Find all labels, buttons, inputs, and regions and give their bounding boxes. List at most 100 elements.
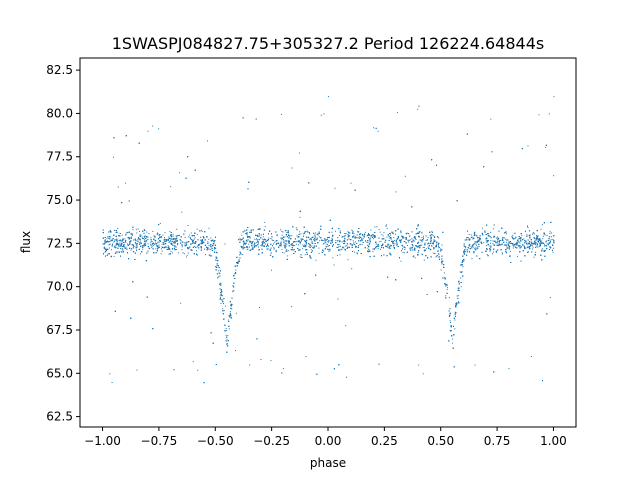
data-point — [205, 254, 206, 256]
data-point — [262, 243, 264, 245]
data-point — [281, 231, 283, 232]
data-point — [497, 242, 499, 244]
data-point — [436, 250, 438, 252]
data-point — [119, 241, 121, 243]
data-point — [374, 226, 376, 228]
data-point — [527, 145, 529, 147]
data-point — [229, 314, 231, 316]
data-point — [431, 230, 433, 232]
data-point — [226, 329, 228, 331]
data-point — [481, 243, 483, 244]
data-point — [263, 239, 264, 241]
data-point — [315, 259, 317, 261]
data-point — [503, 241, 505, 243]
data-point — [271, 269, 272, 271]
data-point — [423, 250, 425, 252]
data-point — [316, 233, 318, 235]
data-point — [143, 238, 145, 240]
data-point — [208, 238, 210, 240]
data-point — [460, 264, 461, 266]
data-point — [273, 243, 275, 245]
data-point — [512, 247, 514, 249]
data-point — [168, 253, 170, 255]
data-point — [159, 222, 161, 224]
data-point — [552, 244, 554, 246]
data-point — [392, 233, 394, 234]
data-point — [351, 268, 353, 270]
data-point — [346, 376, 347, 378]
data-point — [483, 242, 485, 244]
data-point — [293, 249, 295, 251]
data-point — [318, 247, 320, 249]
data-point — [240, 245, 242, 247]
data-point — [507, 239, 509, 241]
data-point — [249, 240, 251, 242]
data-point — [246, 234, 248, 236]
data-point — [323, 243, 325, 245]
data-point — [541, 240, 543, 242]
data-point — [121, 248, 123, 250]
data-point — [386, 227, 388, 229]
data-point — [309, 243, 311, 245]
data-point — [389, 247, 391, 249]
data-point — [497, 236, 499, 238]
data-point — [143, 228, 145, 230]
data-point — [108, 244, 110, 246]
data-point — [519, 242, 521, 244]
data-point — [125, 182, 127, 184]
data-point — [537, 246, 539, 248]
data-point — [427, 243, 428, 245]
data-point — [318, 236, 320, 238]
data-point — [332, 245, 334, 247]
data-point — [490, 237, 492, 239]
data-point — [190, 232, 192, 234]
data-point — [377, 248, 379, 250]
data-point — [422, 235, 424, 237]
data-point — [323, 250, 325, 252]
data-point — [485, 239, 487, 241]
data-point — [345, 245, 347, 246]
data-point — [501, 240, 503, 242]
data-point — [411, 238, 413, 240]
data-point — [206, 249, 208, 251]
data-point — [370, 229, 372, 231]
data-point — [549, 231, 551, 233]
data-point — [413, 237, 415, 238]
data-point — [436, 255, 438, 257]
data-point — [138, 241, 140, 243]
data-point — [235, 273, 237, 275]
data-point — [530, 356, 532, 357]
data-point — [454, 311, 456, 313]
data-point — [438, 253, 440, 255]
data-point — [400, 239, 402, 240]
data-point — [186, 243, 188, 245]
data-point — [291, 306, 293, 308]
data-point — [412, 256, 414, 258]
data-point — [105, 251, 106, 252]
data-point — [435, 246, 436, 248]
data-point — [400, 260, 402, 262]
data-point — [193, 238, 195, 240]
data-point — [388, 236, 390, 238]
data-point — [323, 113, 325, 115]
data-point — [376, 226, 378, 228]
data-point — [194, 237, 196, 239]
data-point — [108, 247, 110, 249]
data-point — [120, 248, 121, 250]
data-point — [264, 221, 266, 223]
data-point — [468, 239, 470, 241]
data-point — [433, 248, 435, 250]
data-point — [401, 250, 402, 252]
data-point — [220, 292, 221, 293]
data-point — [220, 291, 222, 293]
data-point — [192, 234, 194, 236]
data-point — [161, 250, 163, 252]
data-point — [226, 342, 228, 344]
data-point — [545, 146, 547, 148]
data-point — [532, 246, 534, 248]
data-point — [227, 319, 229, 321]
data-point — [296, 235, 298, 237]
data-point — [345, 325, 347, 327]
data-point — [488, 233, 490, 235]
data-point — [262, 236, 264, 238]
